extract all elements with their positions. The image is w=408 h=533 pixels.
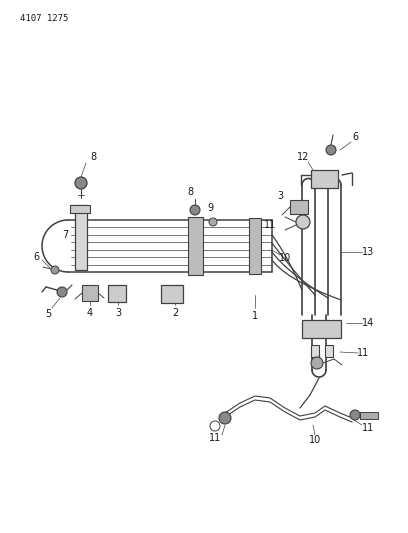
Bar (70, 205, 90, 213)
Bar (188, 217, 202, 275)
Text: 7: 7 (62, 230, 68, 240)
Text: 11: 11 (209, 433, 221, 443)
Circle shape (51, 266, 59, 274)
Text: 11: 11 (357, 348, 369, 358)
Circle shape (311, 357, 323, 369)
Text: 1: 1 (252, 311, 258, 321)
Bar (360, 412, 378, 419)
Bar (325, 345, 333, 357)
Text: 4: 4 (87, 308, 93, 318)
Bar (311, 170, 338, 188)
Circle shape (190, 205, 200, 215)
Circle shape (350, 410, 360, 420)
Bar (249, 218, 261, 274)
Bar (302, 320, 341, 338)
Bar (161, 285, 183, 303)
Bar (82, 285, 98, 301)
Text: 10: 10 (279, 253, 291, 263)
Circle shape (57, 287, 67, 297)
Bar (108, 285, 126, 302)
Circle shape (219, 412, 231, 424)
Circle shape (296, 215, 310, 229)
Circle shape (326, 145, 336, 155)
Text: 5: 5 (45, 309, 51, 319)
Text: 3: 3 (277, 191, 283, 201)
Text: 11: 11 (264, 220, 276, 230)
Text: 8: 8 (90, 152, 96, 162)
Text: 8: 8 (187, 187, 193, 197)
Text: 13: 13 (362, 247, 374, 257)
Text: 4107 1275: 4107 1275 (20, 14, 69, 23)
Text: 6: 6 (352, 132, 358, 142)
Bar (311, 345, 319, 357)
Bar (75, 205, 87, 270)
Text: 14: 14 (362, 318, 374, 328)
Text: 11: 11 (362, 423, 374, 433)
Bar (290, 200, 308, 214)
Circle shape (75, 177, 87, 189)
Circle shape (209, 218, 217, 226)
Text: 10: 10 (309, 435, 321, 445)
Text: 9: 9 (207, 203, 213, 213)
Text: 3: 3 (115, 308, 121, 318)
Text: 6: 6 (33, 252, 39, 262)
Text: 12: 12 (297, 152, 309, 162)
Text: 2: 2 (172, 308, 178, 318)
